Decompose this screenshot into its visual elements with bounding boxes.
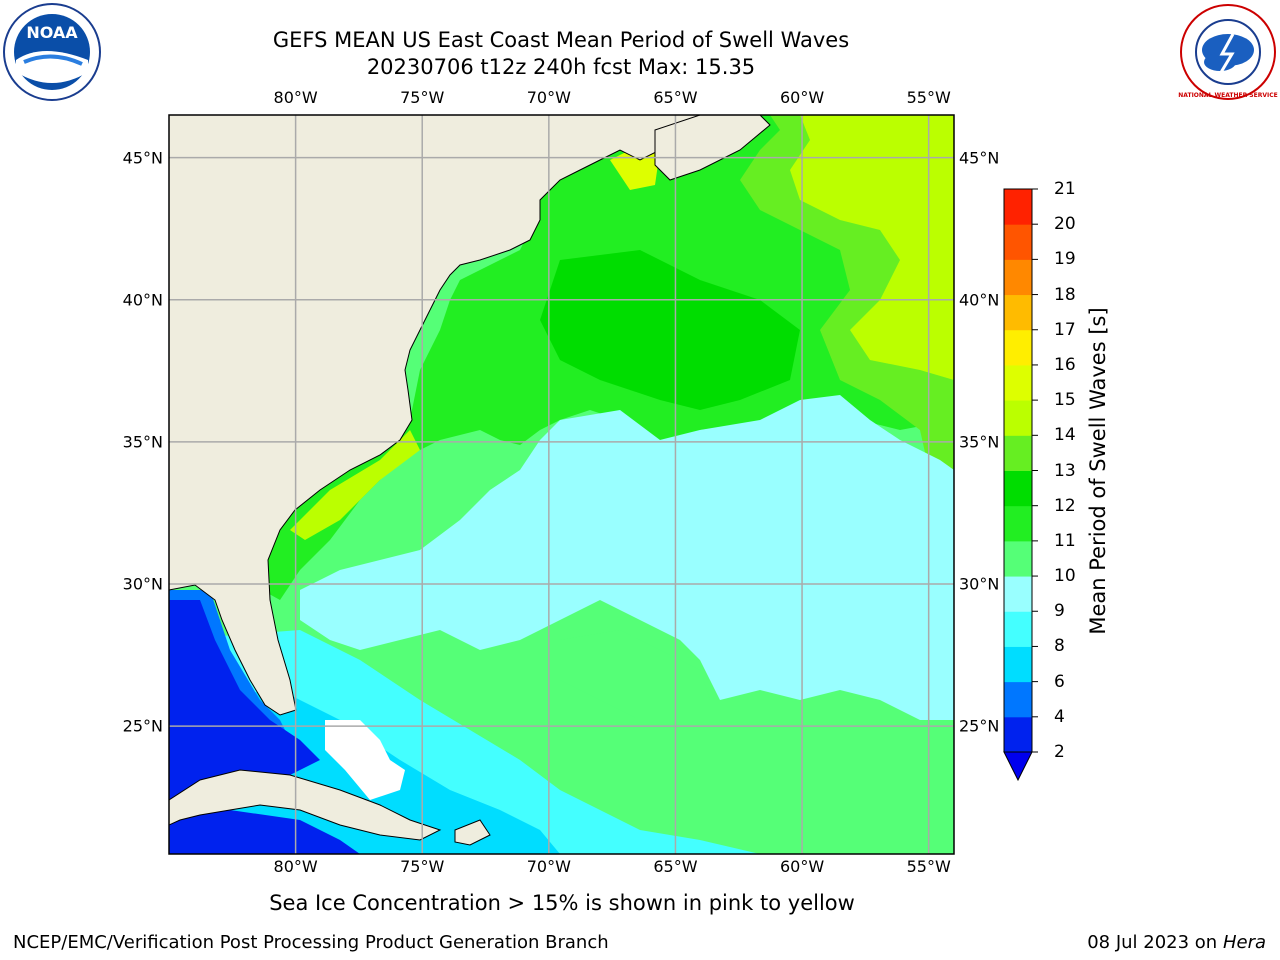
colorbar-tick-label: 15 xyxy=(1054,390,1076,411)
colorbar-tick-label: 14 xyxy=(1054,425,1076,446)
colorbar-segment xyxy=(1004,189,1032,225)
lon-tick-label-top: 80°W xyxy=(273,88,318,107)
colorbar-segment xyxy=(1004,681,1032,718)
lat-tick-label-right: 30°N xyxy=(959,574,1000,594)
lon-tick-label-top: 75°W xyxy=(400,88,445,107)
lon-tick-label-top: 70°W xyxy=(526,88,571,107)
colorbar-title: Mean Period of Swell Waves [s] xyxy=(1086,307,1110,635)
noaa-logo-text: NOAA xyxy=(26,23,78,42)
colorbar-tick-label: 19 xyxy=(1054,249,1076,270)
land-north-america xyxy=(169,115,761,716)
colorbar-tick-label: 17 xyxy=(1054,319,1076,340)
colorbar-segment xyxy=(1004,716,1032,753)
colorbar-tick-label: 21 xyxy=(1054,179,1076,199)
colorbar-tick-label: 8 xyxy=(1054,636,1065,657)
lon-tick-label-top: 60°W xyxy=(779,88,825,107)
colorbar-under-arrow xyxy=(1003,751,1033,782)
colorbar-tick-label: 13 xyxy=(1054,460,1076,481)
footer-date: 08 Jul 2023 on Hera xyxy=(1087,932,1266,953)
swell-region-under-2s xyxy=(169,600,320,810)
lat-tick-label-right: 35°N xyxy=(959,432,1000,452)
colorbar-segment xyxy=(1004,576,1032,612)
swell-region-8s-9s xyxy=(300,395,954,720)
map-grid xyxy=(169,115,954,854)
colorbar-segment xyxy=(1004,294,1032,331)
lon-tick-label-top: 65°W xyxy=(653,88,698,107)
colorbar-tick-label: 10 xyxy=(1054,566,1076,587)
map-frame xyxy=(168,114,955,855)
noaa-logo-icon: NOAA xyxy=(2,2,102,102)
swell-region-14s-coast xyxy=(290,430,420,540)
lat-tick-label-right: 40°N xyxy=(959,290,1000,310)
colorbar-segment xyxy=(1004,505,1032,542)
footer-host: Hera xyxy=(1222,932,1266,953)
lon-tick-label-bottom: 80°W xyxy=(273,857,318,876)
colorbar-tick-label: 4 xyxy=(1054,706,1065,727)
sea-ice-caption: Sea Ice Concentration > 15% is shown in … xyxy=(269,891,855,915)
colorbar xyxy=(1003,188,1038,782)
lon-tick-label-bottom: 65°W xyxy=(653,857,698,876)
map-subtitle: 20230706 t12z 240h fcst Max: 15.35 xyxy=(366,55,756,79)
colorbar-segment xyxy=(1004,470,1032,507)
colorbar-tick-label: 2 xyxy=(1054,742,1065,762)
lat-tick-label-right: 45°N xyxy=(959,148,1000,168)
colorbar-tick-label: 20 xyxy=(1054,214,1076,235)
no-data-region xyxy=(325,720,405,800)
colorbar-tick-label: 18 xyxy=(1054,284,1076,305)
colorbar-segment xyxy=(1004,224,1032,260)
colorbar-tick-label: 11 xyxy=(1054,530,1076,551)
colorbar-segment xyxy=(1004,364,1032,401)
lat-tick-label-right: 25°N xyxy=(959,716,1000,736)
land-hispaniola xyxy=(454,819,491,846)
swell-region-carib-blue xyxy=(169,810,360,854)
footer-credit: NCEP/EMC/Verification Post Processing Pr… xyxy=(13,932,609,953)
lat-tick-label-left: 45°N xyxy=(122,148,163,168)
swell-region-13s xyxy=(790,115,954,380)
colorbar-segment xyxy=(1004,611,1032,647)
lat-tick-label-left: 30°N xyxy=(122,574,163,594)
lat-tick-label-left: 25°N xyxy=(122,716,163,736)
lon-tick-label-bottom: 60°W xyxy=(779,857,825,876)
footer-date-text: 08 Jul 2023 on xyxy=(1087,932,1223,953)
colorbar-segment xyxy=(1004,540,1032,577)
colorbar-segment xyxy=(1004,435,1032,471)
colorbar-tick-label: 9 xyxy=(1054,601,1065,622)
swell-region-9s-lobe xyxy=(560,630,710,720)
colorbar-tick-label: 6 xyxy=(1054,671,1065,692)
colorbar-segment xyxy=(1004,329,1032,366)
lat-tick-label-left: 40°N xyxy=(122,290,163,310)
map-plot-area xyxy=(169,115,954,854)
colorbar-tick-label: 12 xyxy=(1054,495,1076,516)
land-nova-scotia xyxy=(654,115,771,181)
colorbar-tick-label: 16 xyxy=(1054,354,1076,375)
nws-logo-icon: NATIONAL WEATHER SERVICE xyxy=(1178,2,1278,102)
lat-tick-label-left: 35°N xyxy=(122,432,163,452)
map-title: GEFS MEAN US East Coast Mean Period of S… xyxy=(272,28,850,52)
lon-tick-label-top: 55°W xyxy=(906,88,951,107)
nws-logo-text: NATIONAL WEATHER SERVICE xyxy=(1178,92,1277,99)
lon-tick-label-bottom: 70°W xyxy=(526,857,571,876)
land-cuba xyxy=(169,769,442,841)
colorbar-segment xyxy=(1004,400,1032,436)
swell-region-12s xyxy=(540,250,800,410)
lon-tick-label-bottom: 55°W xyxy=(906,857,951,876)
lon-tick-label-bottom: 75°W xyxy=(400,857,445,876)
colorbar-segment xyxy=(1004,646,1032,683)
colorbar-segment xyxy=(1004,259,1032,296)
